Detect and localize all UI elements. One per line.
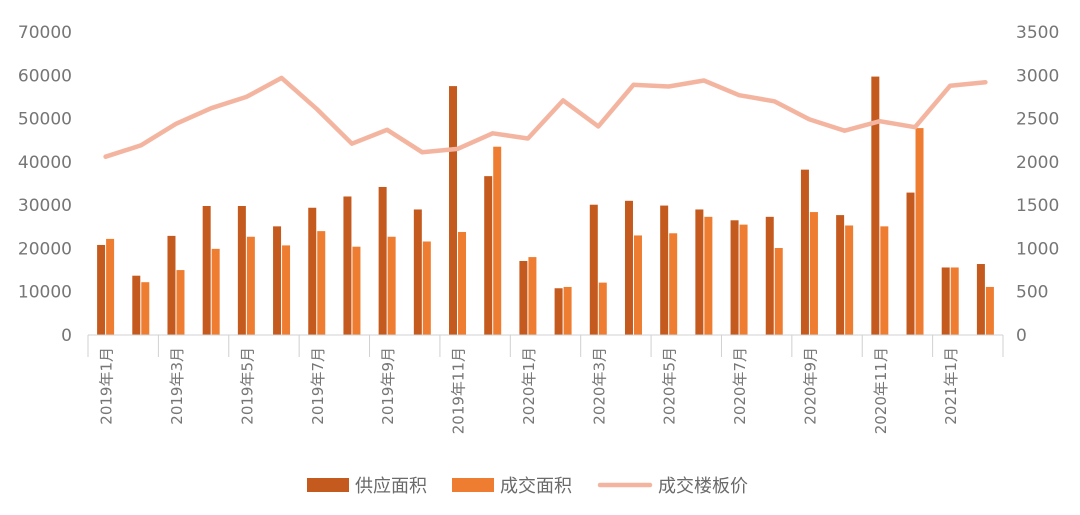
transaction-area-bar (845, 225, 854, 335)
x-tick-label: 2020年5月 (661, 347, 679, 425)
supply-area-bar (730, 220, 739, 335)
transaction-area-bar (176, 270, 185, 335)
supply-area-bar (906, 192, 915, 335)
x-axis: 2019年1月 2019年3月 2019年5月 2019年7月 2019年9月 2019年… (87, 335, 1004, 434)
left-y-tick-label: 50000 (18, 110, 72, 130)
line-series-group (103, 75, 988, 159)
right-y-tick-label: 500 (1016, 283, 1048, 303)
right-y-tick-label: 2500 (1016, 110, 1059, 130)
x-tick-label: 2020年7月 (731, 347, 749, 425)
supply-area-bar (660, 205, 669, 335)
supply-area-bar (202, 206, 211, 335)
supply-area-bar (519, 260, 528, 335)
legend-supply-area: 供应面积 (307, 476, 427, 497)
transaction-area-bar (317, 231, 326, 335)
x-tick-label: 2021年1月 (942, 347, 960, 425)
supply-area-bar (976, 264, 985, 335)
supply-area-bar (554, 288, 563, 335)
supply-area-bar (273, 226, 282, 335)
transaction-area-bar (458, 231, 467, 335)
transaction-area-bar (563, 286, 572, 335)
supply-area-bar (308, 207, 317, 335)
transaction-area-bar (809, 212, 818, 335)
supply-area-bar (132, 275, 141, 335)
supply-area-bar (413, 209, 422, 335)
transaction-area-bar (950, 267, 959, 335)
transaction-area-bar (106, 238, 115, 335)
supply-area-bar (836, 215, 845, 335)
legend: 供应面积 成交面积 成交楼板价 (307, 476, 748, 497)
right-y-tick-label: 3500 (1016, 23, 1059, 43)
right-y-tick-label: 1000 (1016, 239, 1059, 259)
legend-label: 成交面积 (500, 476, 572, 497)
left-y-axis: 0 10000 20000 30000 40000 50000 60000 70000 (18, 23, 72, 346)
transaction-area-bar (985, 286, 994, 335)
right-y-tick-label: 2000 (1016, 153, 1059, 173)
supply-area-bar (941, 267, 950, 335)
left-y-tick-label: 40000 (18, 153, 72, 173)
transaction-area-bar (915, 128, 924, 335)
transaction-area-bar (246, 236, 255, 335)
transaction-area-bar (739, 224, 748, 335)
left-y-tick-label: 20000 (18, 239, 72, 259)
supply-area-bar (695, 209, 704, 335)
left-y-tick-label: 10000 (18, 283, 72, 303)
transaction-area-bar (598, 282, 607, 335)
supply-area-bar (484, 176, 493, 335)
transaction-area-bar (493, 146, 502, 335)
x-tick-label: 2020年3月 (590, 347, 608, 425)
transaction-area-bar (774, 247, 783, 335)
legend-swatch (307, 478, 349, 492)
supply-area-bar (237, 206, 246, 335)
legend-swatch (452, 478, 494, 492)
right-y-tick-label: 3000 (1016, 66, 1059, 86)
price-line (103, 75, 988, 159)
supply-area-bar (800, 169, 809, 335)
x-tick-label: 2020年1月 (520, 347, 538, 425)
transaction-area-bar (528, 257, 537, 335)
supply-area-bar (343, 196, 352, 335)
bar-series-group (97, 76, 994, 335)
supply-area-bar (871, 76, 880, 335)
legend-label: 成交楼板价 (658, 476, 748, 497)
transaction-area-bar (880, 226, 889, 335)
transaction-area-bar (352, 246, 361, 335)
x-tick-label: 2019年1月 (98, 347, 116, 425)
legend-transaction-area: 成交面积 (452, 476, 572, 497)
x-tick-label: 2020年11月 (872, 347, 890, 434)
transaction-area-bar (669, 233, 678, 335)
supply-area-bar (449, 86, 458, 335)
supply-area-bar (624, 200, 633, 335)
x-tick-label: 2019年11月 (450, 347, 468, 434)
right-y-tick-label: 0 (1016, 326, 1027, 346)
supply-area-bar (378, 186, 387, 335)
right-y-tick-label: 1500 (1016, 196, 1059, 216)
left-y-tick-label: 70000 (18, 23, 72, 43)
right-y-axis: 0 500 1000 1500 2000 2500 3000 3500 (1016, 23, 1059, 346)
supply-area-bar (765, 216, 774, 335)
supply-area-bar (97, 244, 106, 335)
transaction-area-bar (633, 235, 642, 335)
transaction-area-bar (141, 282, 150, 335)
transaction-area-bar (282, 245, 291, 335)
x-tick-label: 2020年9月 (801, 347, 819, 425)
supply-area-bar (167, 235, 176, 335)
x-tick-label: 2019年9月 (379, 347, 397, 425)
transaction-area-bar (387, 236, 396, 335)
x-tick-label: 2019年7月 (309, 347, 327, 425)
supply-area-bar (589, 204, 598, 335)
legend-transaction-price: 成交楼板价 (597, 476, 748, 497)
left-y-tick-label: 60000 (18, 66, 72, 86)
x-tick-label: 2019年3月 (168, 347, 186, 425)
transaction-area-bar (422, 241, 431, 335)
transaction-area-bar (211, 248, 220, 335)
x-tick-label: 2019年5月 (238, 347, 256, 425)
transaction-area-bar (704, 216, 713, 335)
left-y-tick-label: 30000 (18, 196, 72, 216)
legend-label: 供应面积 (355, 476, 427, 497)
left-y-tick-label: 0 (61, 326, 72, 346)
